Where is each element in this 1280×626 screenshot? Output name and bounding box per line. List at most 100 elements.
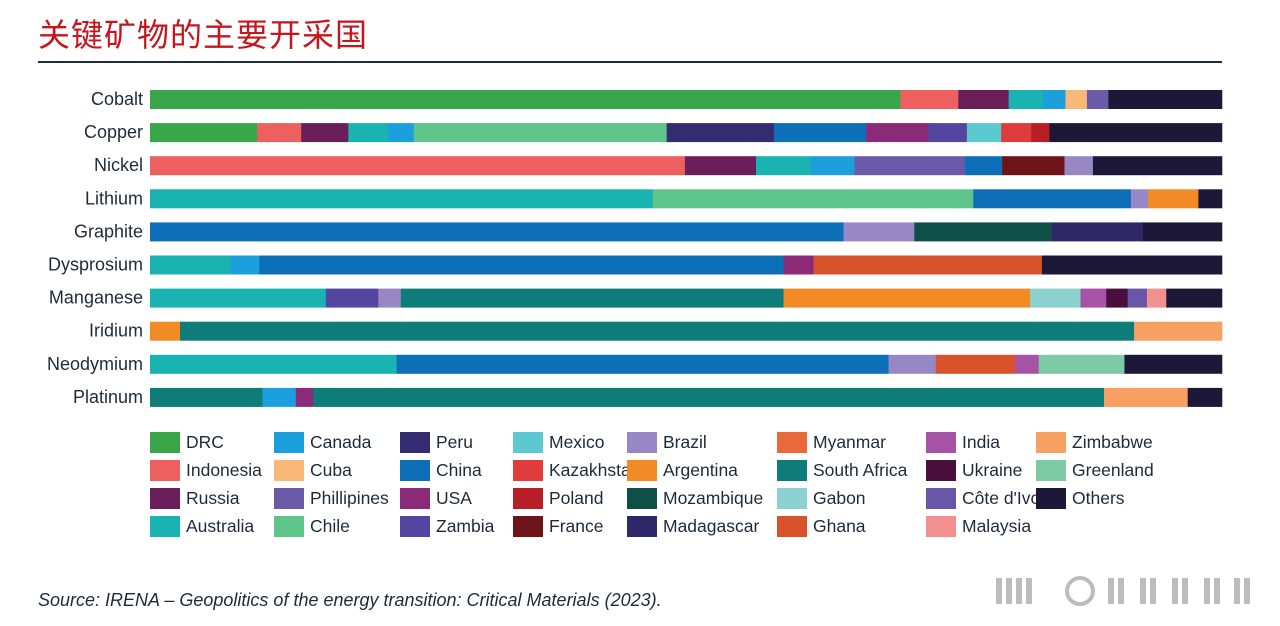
legend-item-zambia: Zambia <box>400 512 513 540</box>
legend-item-mozambique: Mozambique <box>627 484 777 512</box>
legend-label-india: India <box>962 431 1000 452</box>
legend-swatch-france <box>513 515 543 537</box>
legend-swatch-russia <box>150 487 180 509</box>
bar-segment-manganese-south-africa-3 <box>400 288 784 308</box>
bar-segment-lithium-brazil-3 <box>1130 189 1149 209</box>
legend-item-zimbabwe: Zimbabwe <box>1036 428 1166 456</box>
bar-segment-cobalt-canada-4 <box>1042 90 1066 109</box>
legend-label-cuba: Cuba <box>310 459 352 480</box>
legend-item-canada: Canada <box>274 428 400 456</box>
legend-label-myanmar: Myanmar <box>813 431 886 452</box>
bar-segment-manganese-gabon-5 <box>1030 288 1081 308</box>
legend-swatch-myanmar <box>777 431 807 453</box>
legend-label-gabon: Gabon <box>813 487 866 508</box>
legend-swatch-south-africa <box>777 459 807 481</box>
bar-segment-iridium-argentina-0 <box>150 321 181 341</box>
legend-swatch-peru <box>400 431 430 453</box>
legend-item-drc: DRC <box>150 428 274 456</box>
bar-segment-copper-australia-3 <box>348 123 389 143</box>
legend-item-myanmar: Myanmar <box>777 428 926 456</box>
legend-label-madagascar: Madagascar <box>663 515 760 536</box>
legend-swatch-phillipines <box>274 487 304 509</box>
legend-label-china: China <box>436 459 482 480</box>
bar-segment-cobalt-russia-2 <box>958 90 1009 109</box>
bar-segment-copper-zambia-9 <box>928 123 968 143</box>
bar-segment-nickel-phillipines-4 <box>854 156 966 176</box>
bar-segment-copper-usa-8 <box>866 123 929 143</box>
bar-segment-dysprosium-australia-0 <box>150 255 231 275</box>
legend-item-gabon: Gabon <box>777 484 926 512</box>
legend-item-chile: Chile <box>274 512 400 540</box>
legend-label-mozambique: Mozambique <box>663 487 764 508</box>
legend: DRC Indonesia Russia Australia Canada Cuba Phi… <box>150 428 1230 540</box>
legend-swatch-drc <box>150 431 180 453</box>
legend-swatch-poland <box>513 487 543 509</box>
bar-segment-dysprosium-canada-1 <box>230 255 260 275</box>
legend-item-malaysia: Malaysia <box>926 512 1036 540</box>
legend-item-south-africa: South Africa <box>777 456 926 484</box>
bar-segment-nickel-australia-2 <box>756 156 811 176</box>
bar-segment-lithium-argentina-4 <box>1148 189 1199 209</box>
legend-label-ghana: Ghana <box>813 515 866 536</box>
legend-item-france: France <box>513 512 627 540</box>
bar-segment-dysprosium-ghana-4 <box>813 255 1043 275</box>
legend-label-usa: USA <box>436 487 472 508</box>
bar-segment-copper-drc-0 <box>150 123 258 143</box>
bar-segment-platinum-south-africa-3 <box>312 387 1105 407</box>
bar-segment-nickel-russia-1 <box>684 156 757 176</box>
legend-item-peru: Peru <box>400 428 513 456</box>
bar-segment-lithium-china-2 <box>973 189 1132 209</box>
legend-swatch-zambia <box>400 515 430 537</box>
watermark-logo <box>996 576 1250 606</box>
legend-label-greenland: Greenland <box>1072 459 1154 480</box>
bar-segment-copper-indonesia-1 <box>257 123 302 143</box>
legend-label-australia: Australia <box>186 515 255 536</box>
legend-item-indonesia: Indonesia <box>150 456 274 484</box>
legend-label-ukraine: Ukraine <box>962 459 1023 480</box>
bar-segment-platinum-south-africa-0 <box>150 387 263 407</box>
source-note: Source: IRENA – Geopolitics of the energ… <box>38 590 662 610</box>
legend-item-china: China <box>400 456 513 484</box>
legend-swatch-gabon <box>777 487 807 509</box>
legend-item-others: Others <box>1036 484 1166 512</box>
legend-item-greenland: Greenland <box>1036 456 1166 484</box>
bar-segment-lithium-chile-1 <box>652 189 974 209</box>
bar-segment-nickel-indonesia-0 <box>150 156 686 176</box>
legend-label-malaysia: Malaysia <box>962 515 1032 536</box>
legend-item-phillipines: Phillipines <box>274 484 400 512</box>
bar-segment-manganese-others-10 <box>1166 288 1223 308</box>
legend-swatch-brazil <box>627 431 657 453</box>
bar-segment-neodymium-others-6 <box>1124 354 1223 374</box>
row-label-neodymium: Neodymium <box>47 354 143 374</box>
legend-label-argentina: Argentina <box>663 459 738 480</box>
bar-segment-lithium-others-5 <box>1198 189 1223 209</box>
legend-swatch-indonesia <box>150 459 180 481</box>
bar-segment-copper-china-7 <box>773 123 867 143</box>
legend-item-usa: USA <box>400 484 513 512</box>
bar-segment-manganese-malaysia-9 <box>1146 288 1167 308</box>
legend-item-mexico: Mexico <box>513 428 627 456</box>
row-label-lithium: Lithium <box>85 188 143 208</box>
bar-segment-platinum-canada-1 <box>262 387 297 407</box>
bar-segment-graphite-brazil-1 <box>843 222 915 242</box>
legend-swatch-others <box>1036 487 1066 509</box>
title-divider <box>38 61 1222 63</box>
chart-title: 关键矿物的主要开采国 <box>38 16 369 54</box>
bar-segment-nickel-canada-3 <box>810 156 855 176</box>
bar-segment-copper-poland-12 <box>1031 123 1050 143</box>
legend-swatch-mexico <box>513 431 543 453</box>
legend-item-kazakhstan: Kazakhstan <box>513 456 640 484</box>
legend-swatch-argentina <box>627 459 657 481</box>
legend-swatch-canada <box>274 431 304 453</box>
bar-segment-manganese-ukraine-7 <box>1106 288 1128 308</box>
bar-segment-nickel-brazil-7 <box>1064 156 1094 176</box>
bar-segment-neodymium-ghana-3 <box>935 354 1016 374</box>
legend-label-zambia: Zambia <box>436 515 495 536</box>
bar-segment-platinum-zimbabwe-4 <box>1104 387 1188 407</box>
bar-segment-cobalt-cuba-5 <box>1065 90 1088 109</box>
legend-label-south-africa: South Africa <box>813 459 908 480</box>
bar-segment-graphite-madagascar-3 <box>1051 222 1143 242</box>
legend-item-poland: Poland <box>513 484 627 512</box>
bar-segment-platinum-others-5 <box>1187 387 1223 407</box>
row-label-platinum: Platinum <box>73 387 143 407</box>
